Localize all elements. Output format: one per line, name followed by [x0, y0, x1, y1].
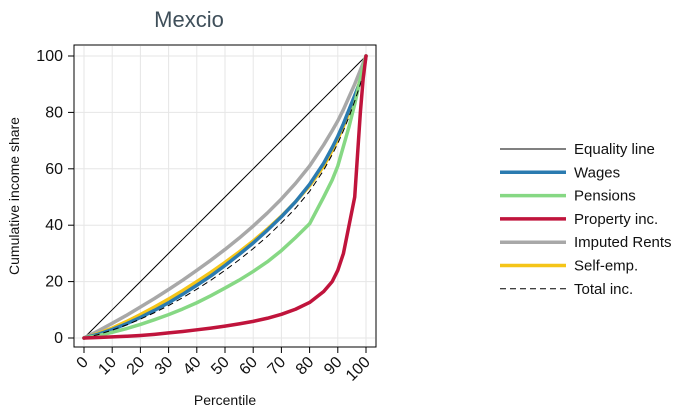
legend: Equality line Wages Pensions Property inc. I…	[500, 141, 672, 298]
series-line-imputed-rents	[82, 54, 368, 340]
y-axis: 0 20 40 60 80 100	[36, 48, 74, 347]
legend-label: Imputed Rents	[574, 234, 672, 251]
legend-label: Equality line	[574, 141, 655, 158]
x-axis-label: Percentile	[194, 392, 256, 407]
series-layer	[82, 54, 368, 340]
y-tick-label: 100	[36, 48, 63, 65]
grid	[75, 46, 375, 346]
series-line-total-inc	[83, 55, 367, 339]
legend-label: Pensions	[574, 188, 636, 205]
y-tick-label: 0	[54, 330, 63, 347]
legend-label: Property inc.	[574, 211, 658, 228]
y-axis-label: Cumulative income share	[6, 117, 22, 275]
series-line-property-inc	[82, 54, 368, 340]
series-line-equality-line	[83, 55, 367, 339]
series-line-pensions	[82, 54, 368, 340]
legend-label: Wages	[574, 164, 620, 181]
chart-title: Mexcio	[154, 7, 224, 32]
y-tick-label: 60	[45, 161, 63, 178]
legend-label: Self-emp.	[574, 258, 638, 275]
y-tick-label: 40	[45, 217, 63, 234]
series-line-wages	[82, 54, 368, 340]
y-tick-label: 20	[45, 274, 63, 291]
legend-label: Total inc.	[574, 281, 633, 298]
y-tick-label: 80	[45, 104, 63, 121]
